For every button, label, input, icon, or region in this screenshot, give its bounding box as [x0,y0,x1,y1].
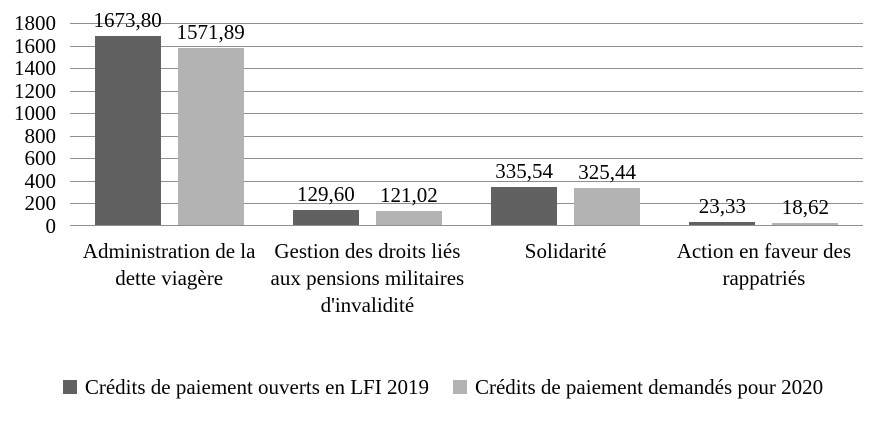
y-tick-label: 0 [45,214,57,238]
gridline [70,113,863,115]
bar [689,222,756,225]
bar-value-label: 23,33 [698,194,746,218]
y-tick-label: 400 [24,168,57,193]
legend: Crédits de paiement ouverts en LFI 2019 C… [0,374,886,400]
bar [375,211,442,225]
x-axis: Administration de la dette viagère Gestio… [70,238,863,358]
legend-item: Crédits de paiement demandés pour 2020 [452,374,824,400]
bar [772,223,839,225]
legend-swatch-icon [62,380,77,394]
gridline [70,45,863,47]
y-tick-label: 1600 [14,33,56,58]
bar-value-label: 121,02 [380,183,438,207]
bar [491,187,558,225]
gridline [70,203,863,205]
y-tick-label: 1400 [14,56,56,81]
bar [292,210,359,225]
bar-value-label: 335,54 [495,159,553,183]
bar [574,188,641,225]
gridline [70,90,863,92]
x-category-label: Solidarité [524,239,607,263]
x-axis-line [70,225,863,226]
x-category-label: Administration de la dette viagère [82,239,256,290]
bar-value-label: 1571,89 [176,20,245,44]
x-category-label: Action en faveur des rappatriés [676,239,852,290]
y-tick-label: 1200 [14,78,56,103]
bar-value-label: 325,44 [578,160,636,184]
gridline [70,180,863,182]
legend-item: Crédits de paiement ouverts en LFI 2019 [62,374,429,400]
y-tick-label: 200 [24,191,57,216]
legend-swatch-icon [452,380,467,394]
bar [94,36,161,225]
x-category-label: Gestion des droits liés aux pensions mil… [270,239,465,317]
gridline [70,23,863,24]
y-tick-label: 800 [24,123,57,148]
y-tick-label: 1800 [14,11,56,35]
legend-label: Crédits de paiement ouverts en LFI 2019 [84,375,429,399]
y-axis: 0 200 400 600 800 1000 1200 1400 1600 1800 [0,0,58,250]
bar [177,48,244,225]
bar-value-label: 1673,80 [93,8,162,32]
gridline [70,158,863,160]
y-tick-label: 600 [24,146,57,171]
gridline [70,68,863,70]
bar-value-label: 129,60 [297,182,355,206]
legend-label: Crédits de paiement demandés pour 2020 [474,375,824,399]
bar-value-label: 18,62 [781,195,829,219]
gridline [70,135,863,137]
plot-area: 1673,80 1571,89 129,60 121,02 335,54 325,44 23… [70,10,863,226]
y-tick-label: 1000 [14,101,56,126]
